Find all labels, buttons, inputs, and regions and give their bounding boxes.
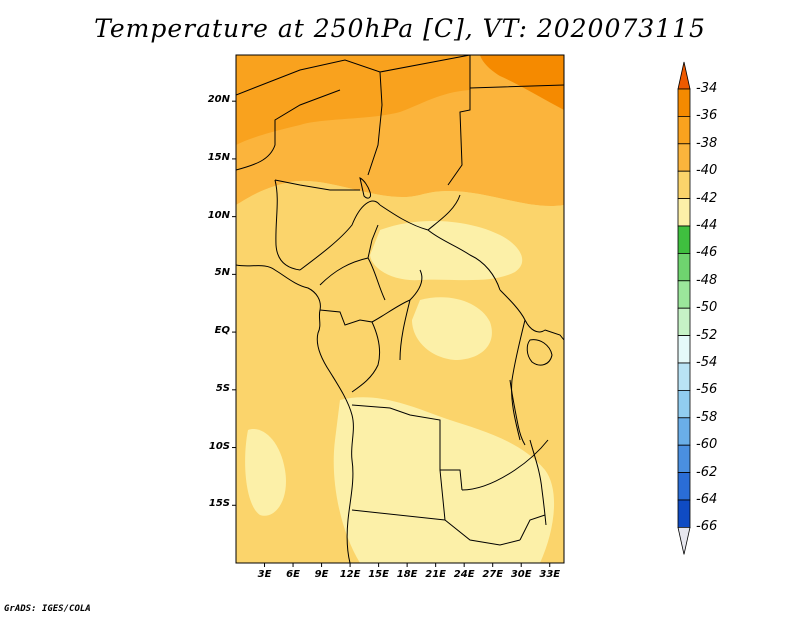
colorbar-label: -50	[696, 300, 718, 316]
border-nigeria-cameroon	[274, 179, 381, 271]
lon-label: 18E	[396, 569, 418, 580]
colorbar-label: -38	[696, 135, 718, 151]
field-band-42-to-44-central	[412, 297, 492, 360]
lon-label: 21E	[425, 569, 447, 580]
colorbar-label: -46	[696, 245, 718, 261]
colorbar-label: -58	[696, 409, 718, 425]
lat-label: 20N	[207, 94, 230, 106]
colorbar-label: -44	[696, 218, 718, 233]
colorbar-label: -34	[696, 81, 718, 96]
lat-label: 10S	[208, 440, 230, 452]
field-band-42-to-44-south	[333, 397, 555, 563]
border-congo-drc	[319, 269, 423, 393]
border-east-africa	[499, 289, 564, 441]
colorbar-box	[677, 444, 691, 474]
colorbar-box	[677, 143, 691, 172]
lake-chad	[359, 177, 371, 199]
colorbar-box	[677, 252, 691, 282]
temperature-field	[236, 55, 564, 563]
lat-label: 15N	[207, 151, 230, 163]
lon-label: 27E	[482, 569, 504, 580]
colorbar-label: -48	[696, 272, 718, 288]
credit-text: GrADS: IGES/COLA	[4, 604, 91, 614]
colorbar-bottom-arrow	[677, 527, 691, 555]
colorbar-label: -52	[696, 327, 718, 343]
colorbar-box	[677, 170, 691, 199]
colorbar-top-arrow	[677, 61, 691, 90]
lon-label: 33E	[539, 569, 561, 580]
border-zambia-malawi	[461, 439, 549, 541]
colorbar-box	[677, 88, 691, 117]
lat-label: 10N	[207, 209, 230, 221]
colorbar-label: -60	[696, 437, 718, 453]
colorbar-box	[677, 225, 691, 254]
lake-tanganyika	[509, 379, 526, 446]
colorbar-label: -62	[696, 464, 718, 480]
colorbar-box	[677, 335, 691, 364]
colorbar-box	[677, 472, 691, 501]
lake-victoria	[526, 339, 553, 366]
lon-label: 6E	[286, 569, 300, 580]
colorbar-box	[677, 417, 691, 446]
colorbar-box	[677, 198, 691, 227]
lake-malawi	[529, 439, 547, 526]
colorbar-label: -64	[696, 492, 718, 507]
colorbar-label: -36	[696, 108, 718, 124]
lon-label: 12E	[339, 569, 361, 580]
lat-label: 5N	[214, 267, 230, 279]
border-mali-niger	[236, 89, 360, 191]
axis-ticks	[232, 100, 551, 567]
lon-label: 30E	[510, 569, 532, 580]
colorbar-label: -54	[696, 355, 718, 370]
country-borders	[236, 55, 564, 563]
border-angola-zambia	[351, 404, 521, 546]
field-band-42-to-44-north	[370, 220, 523, 281]
lat-label: 5S	[215, 382, 230, 394]
colorbar-label: -42	[696, 190, 718, 206]
border-central-africa	[319, 194, 501, 301]
colorbar-box	[677, 280, 691, 309]
colorbar-label: -56	[696, 382, 718, 398]
colorbar-box	[677, 389, 691, 419]
colorbar-box	[677, 307, 691, 337]
coastline-west	[236, 264, 354, 563]
chart-title: Temperature at 250hPa [C], VT: 202007311…	[94, 14, 706, 43]
colorbar-label: -40	[696, 163, 718, 179]
colorbar-box	[677, 499, 691, 528]
lat-label: EQ	[214, 325, 230, 337]
border-sahel-north	[236, 55, 564, 186]
colorbar-box	[677, 362, 691, 391]
lon-label: 9E	[314, 569, 329, 580]
lat-label: 15S	[208, 498, 230, 510]
field-band-36-to-38	[236, 55, 470, 145]
field-band-42-to-44-west	[245, 429, 286, 516]
colorbar	[677, 61, 691, 555]
colorbar-label: -66	[696, 519, 718, 535]
lon-label: 24E	[453, 569, 475, 580]
field-band-34-to-36	[480, 55, 564, 110]
colorbar-box	[677, 116, 691, 145]
lon-label: 3E	[257, 569, 272, 580]
map-frame	[235, 54, 565, 564]
lon-label: 15E	[368, 569, 389, 580]
